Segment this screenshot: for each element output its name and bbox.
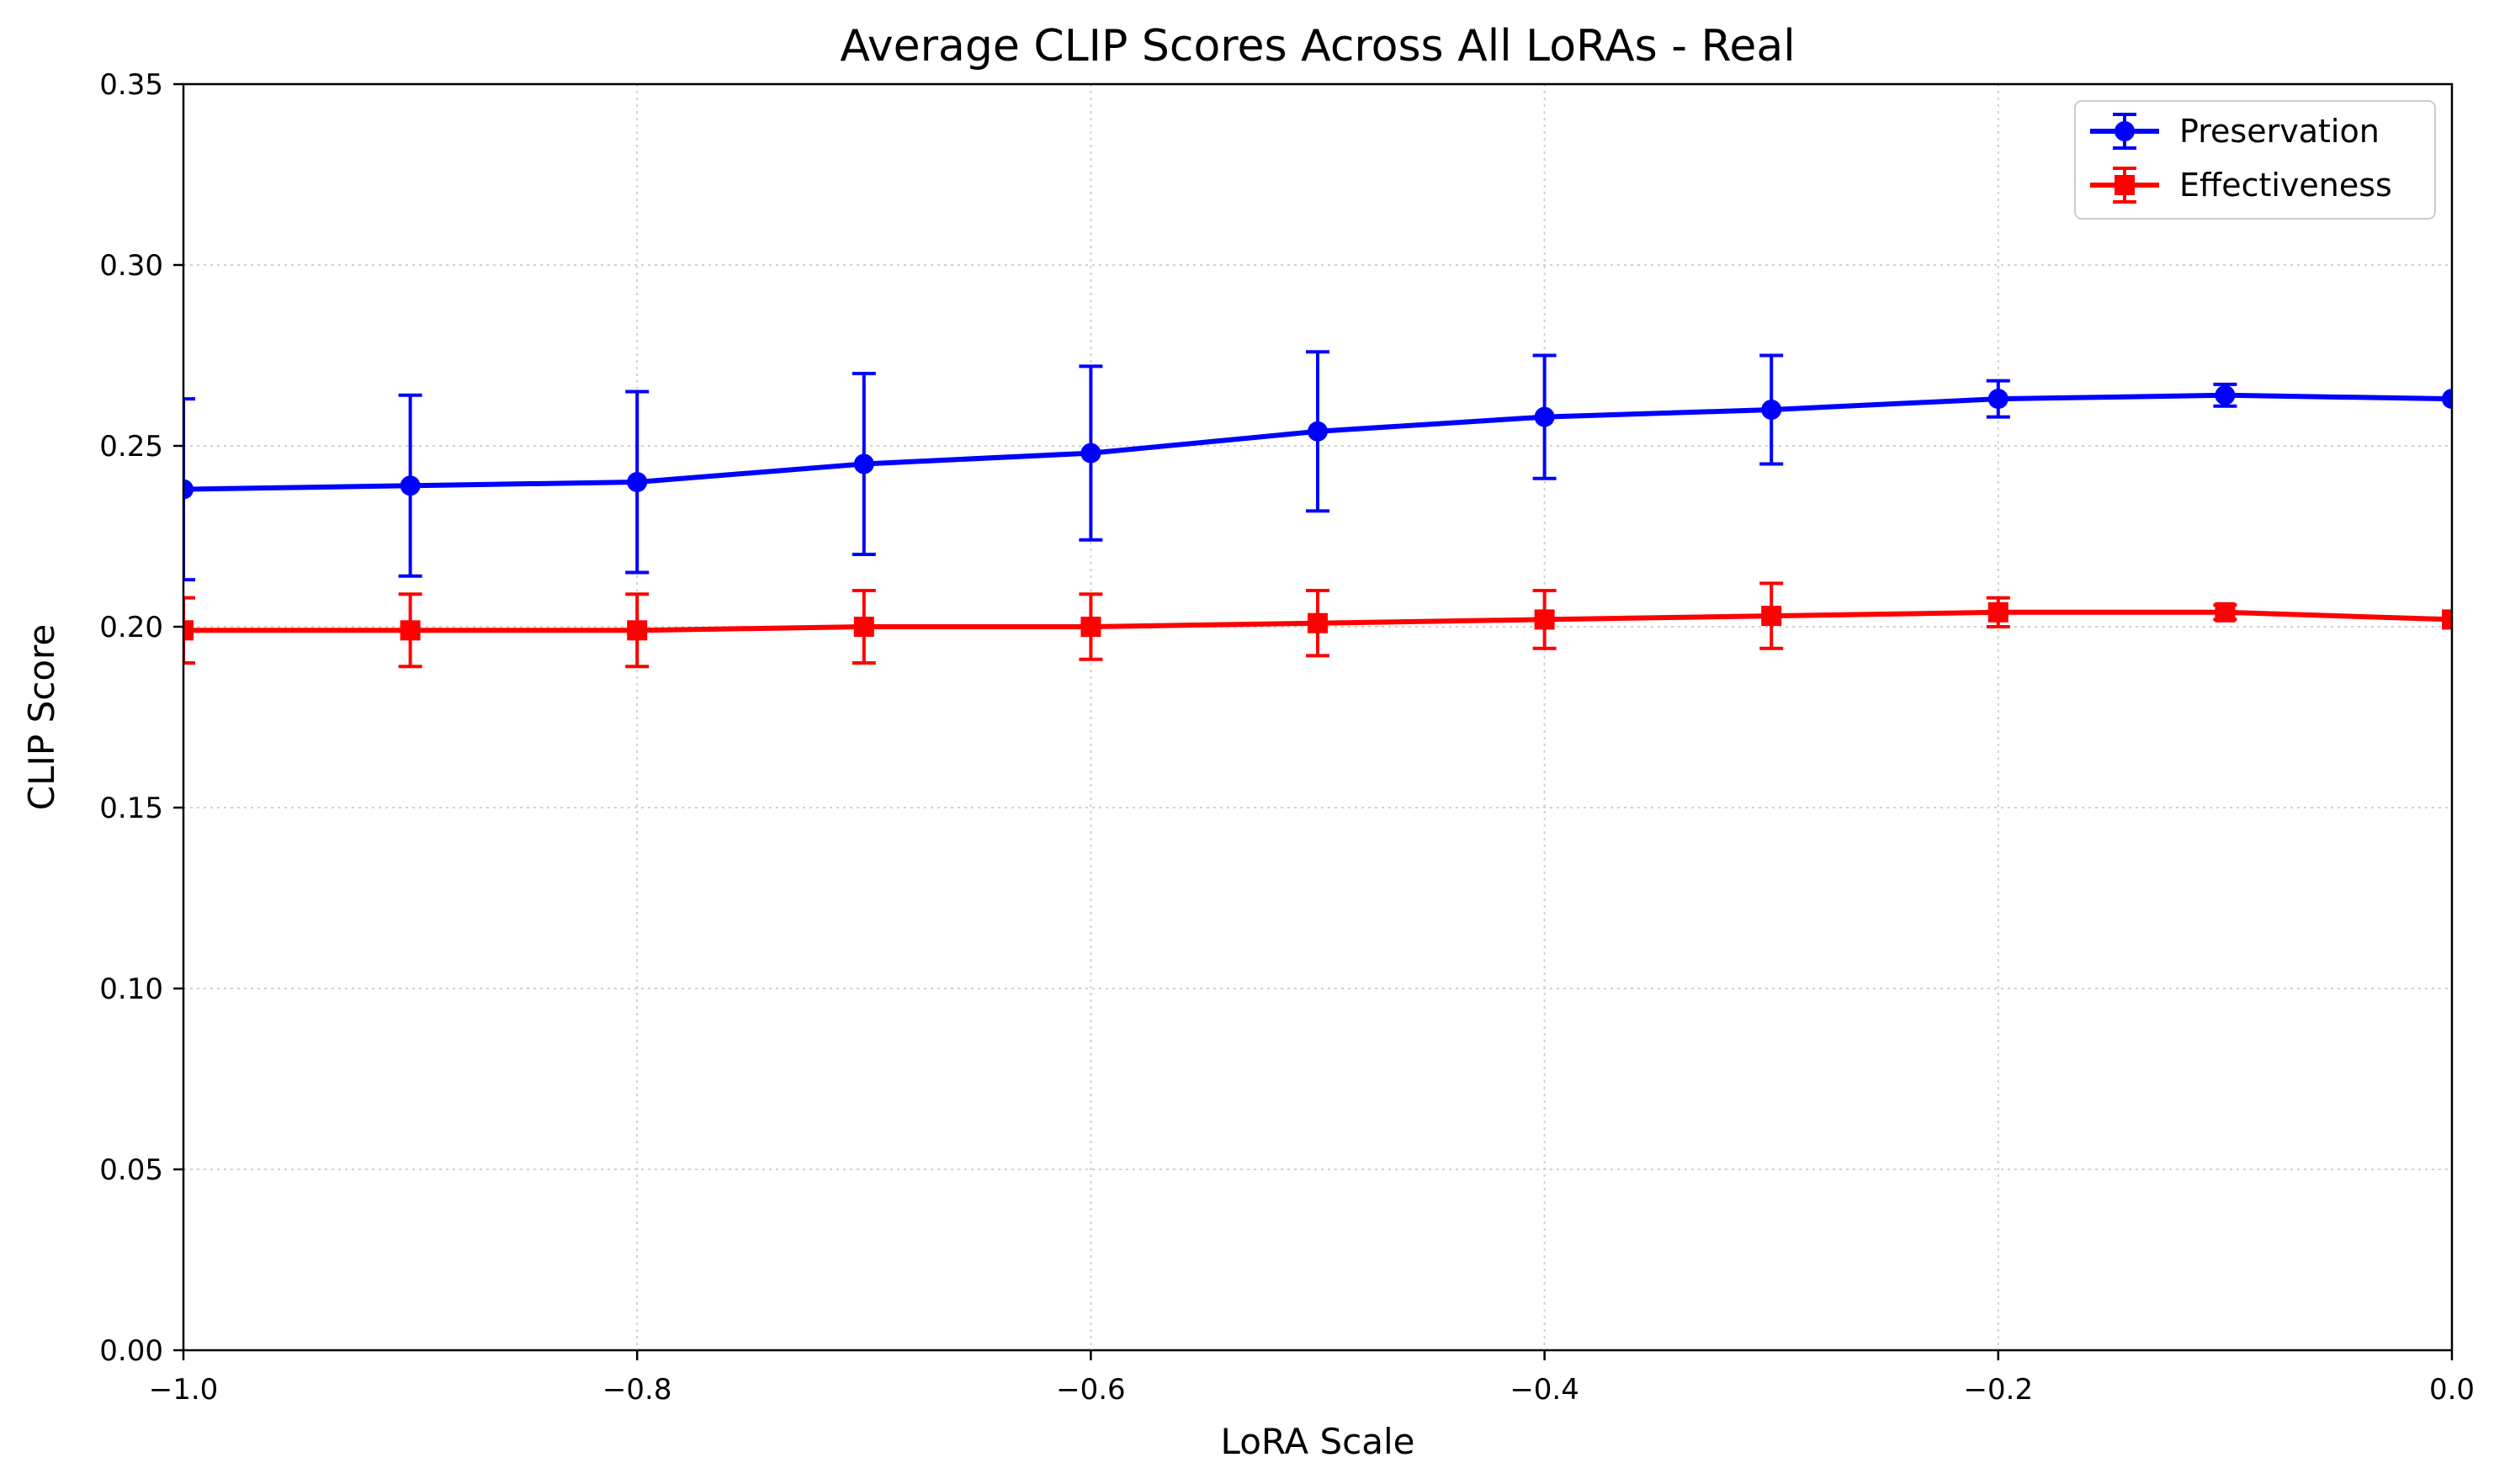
data-point (1987, 602, 2008, 623)
y-tick-label: 0.10 (99, 973, 163, 1006)
data-point (1308, 421, 1328, 442)
ticks: −1.0 −0.8 −0.6 −0.4 −0.2 0.0 0.00 0.05 0.10 0.15 0… (99, 68, 2475, 1407)
y-axis-label: CLIP Score (21, 624, 62, 810)
x-tick-label: −0.8 (602, 1373, 672, 1407)
plot-frame (182, 82, 2454, 1352)
data-point (1080, 617, 1101, 637)
data-point (2215, 602, 2236, 623)
x-tick-label: −0.4 (1510, 1373, 1579, 1407)
legend-box (2074, 100, 2436, 220)
data-point (1080, 443, 1101, 464)
data-point (1534, 406, 1555, 427)
y-tick-label: 0.20 (99, 611, 163, 644)
legend-marker (2115, 175, 2135, 195)
y-tick-label: 0.30 (99, 249, 163, 283)
data-point (627, 472, 648, 492)
data-point (1308, 612, 1328, 633)
legend-label: Preservation (2179, 113, 2380, 150)
data-point (400, 620, 421, 641)
data-point (400, 475, 421, 496)
y-tick-label: 0.15 (99, 792, 163, 825)
data-point (2442, 389, 2452, 410)
data-point (183, 479, 194, 500)
data-point (1761, 606, 1782, 627)
chart-title: Average CLIP Scores Across All LoRAs - R… (840, 21, 1795, 72)
x-tick-label: 0.0 (2429, 1373, 2475, 1407)
x-tick-label: −1.0 (149, 1373, 219, 1407)
series-layer (183, 350, 2452, 669)
data-point (627, 620, 648, 641)
y-tick-label: 0.35 (99, 68, 163, 102)
series-preservation (183, 350, 2452, 582)
y-tick-label: 0.00 (99, 1334, 163, 1368)
data-point (1761, 400, 1782, 420)
data-point (1534, 609, 1555, 630)
data-point (853, 617, 874, 637)
data-point (2215, 384, 2236, 405)
legend: Preservation Effectiveness (2074, 100, 2436, 220)
series-effectiveness (183, 581, 2452, 669)
data-point (1987, 389, 2008, 410)
x-axis-label: LoRA Scale (1221, 1421, 1415, 1462)
data-point (183, 620, 194, 641)
data-point (853, 453, 874, 474)
data-point (2442, 609, 2452, 630)
y-tick-label: 0.05 (99, 1153, 163, 1187)
legend-marker (2115, 121, 2135, 141)
x-tick-label: −0.6 (1056, 1373, 1126, 1407)
legend-label: Effectiveness (2179, 167, 2392, 204)
y-tick-label: 0.25 (99, 430, 163, 464)
x-tick-label: −0.2 (1964, 1373, 2034, 1407)
